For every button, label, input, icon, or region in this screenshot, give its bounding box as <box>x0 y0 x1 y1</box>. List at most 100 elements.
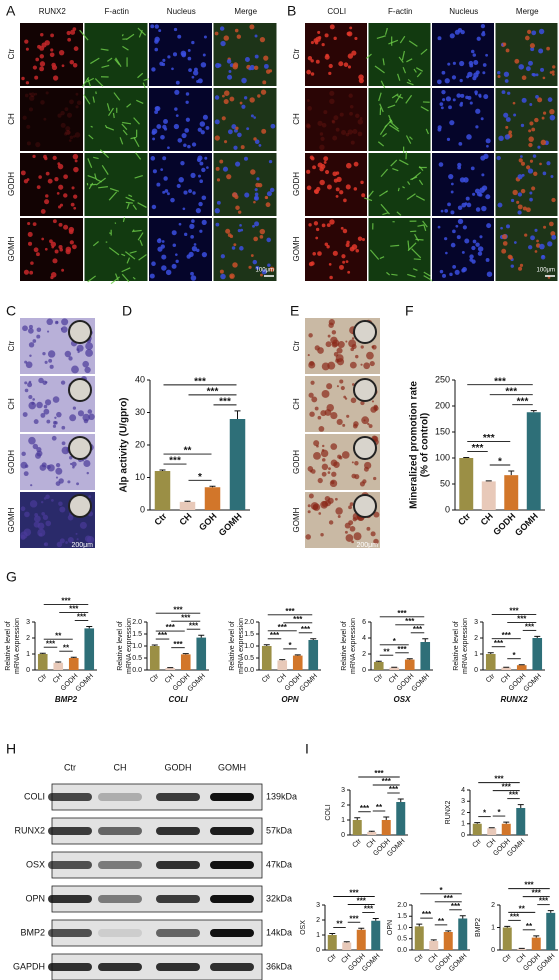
cell <box>321 122 327 128</box>
cell <box>175 253 178 256</box>
cell <box>475 108 481 114</box>
cell <box>51 64 58 71</box>
y-tick-label: 1 <box>474 651 478 658</box>
cell <box>45 194 49 198</box>
cell <box>444 237 448 241</box>
stain-spot <box>37 522 45 530</box>
cell <box>30 92 36 98</box>
cell <box>174 89 180 95</box>
blot-band <box>156 963 200 971</box>
stain-spot <box>37 528 46 537</box>
stain-spot <box>354 461 359 466</box>
stain-spot <box>24 511 30 518</box>
cell <box>508 255 513 260</box>
stain-spot <box>348 505 352 510</box>
fiber <box>125 201 133 204</box>
cell <box>75 105 79 109</box>
cell <box>481 185 488 191</box>
stain-spot <box>36 334 41 339</box>
fiber <box>387 104 396 109</box>
cell <box>178 222 182 226</box>
cell <box>521 75 527 81</box>
cell <box>543 225 547 229</box>
cell <box>257 183 263 188</box>
significance-label: *** <box>169 456 181 467</box>
significance-label: *** <box>505 386 517 397</box>
stain-spot <box>345 340 348 343</box>
cell <box>175 259 179 263</box>
cell <box>52 75 59 81</box>
significance-label: *** <box>357 897 367 906</box>
error-bar <box>279 659 286 661</box>
stain-spot <box>41 462 47 468</box>
stain-spot <box>38 377 44 384</box>
fiber <box>409 136 413 140</box>
fiber <box>416 72 422 78</box>
cell <box>191 40 195 45</box>
blot-band <box>48 963 92 971</box>
bar <box>37 654 48 670</box>
cell <box>503 71 510 77</box>
cell <box>466 75 470 79</box>
y-axis-label: COLI <box>325 804 332 820</box>
bar <box>443 932 453 950</box>
error-bar <box>534 635 541 638</box>
error-bar <box>263 644 270 646</box>
cell <box>244 96 248 100</box>
bar <box>367 832 377 835</box>
cell <box>333 115 339 121</box>
significance-label: *** <box>173 640 183 649</box>
cell <box>540 67 545 72</box>
cell <box>158 238 161 241</box>
cell <box>450 190 454 194</box>
cell <box>528 142 533 148</box>
significance-label: *** <box>494 639 504 648</box>
stain-spot <box>331 330 337 335</box>
stain-spot <box>328 467 331 471</box>
cell <box>529 43 535 49</box>
y-tick-label: 0 <box>362 667 366 674</box>
cell <box>312 165 317 170</box>
cell <box>518 64 525 70</box>
stain-spot <box>40 412 46 418</box>
stain-spot <box>46 318 54 326</box>
bar <box>420 642 431 670</box>
cell <box>535 73 539 77</box>
cell <box>185 117 190 122</box>
stain-spot <box>373 476 377 481</box>
y-tick-label: 1.0 <box>244 643 254 650</box>
cell <box>459 78 463 83</box>
cell <box>333 36 337 41</box>
stain-spot <box>58 501 63 506</box>
stain-spot <box>76 538 79 541</box>
significance-label: *** <box>397 609 407 618</box>
cell <box>25 81 30 85</box>
micrograph <box>20 218 83 281</box>
cell <box>358 74 364 80</box>
fiber <box>86 77 95 83</box>
blot-band <box>48 861 92 869</box>
stain-spot <box>24 381 28 385</box>
cell <box>200 62 207 68</box>
cell <box>324 242 329 247</box>
cell <box>551 197 556 203</box>
cell <box>475 207 481 212</box>
cell <box>167 192 170 196</box>
stain-spot <box>307 354 310 357</box>
stain-spot <box>341 451 350 459</box>
fiber <box>122 217 126 223</box>
stain-spot <box>55 467 63 475</box>
cell <box>189 223 195 230</box>
cell <box>531 30 537 36</box>
cell <box>171 67 174 71</box>
cell <box>191 246 198 252</box>
cell <box>313 38 319 43</box>
cell <box>352 129 358 135</box>
fiber <box>412 268 418 271</box>
y-axis-label: mRNA expression <box>350 618 357 674</box>
cell <box>236 34 242 39</box>
cell <box>474 188 480 194</box>
cell <box>252 224 256 228</box>
y-tick-label: 100 <box>435 452 450 462</box>
